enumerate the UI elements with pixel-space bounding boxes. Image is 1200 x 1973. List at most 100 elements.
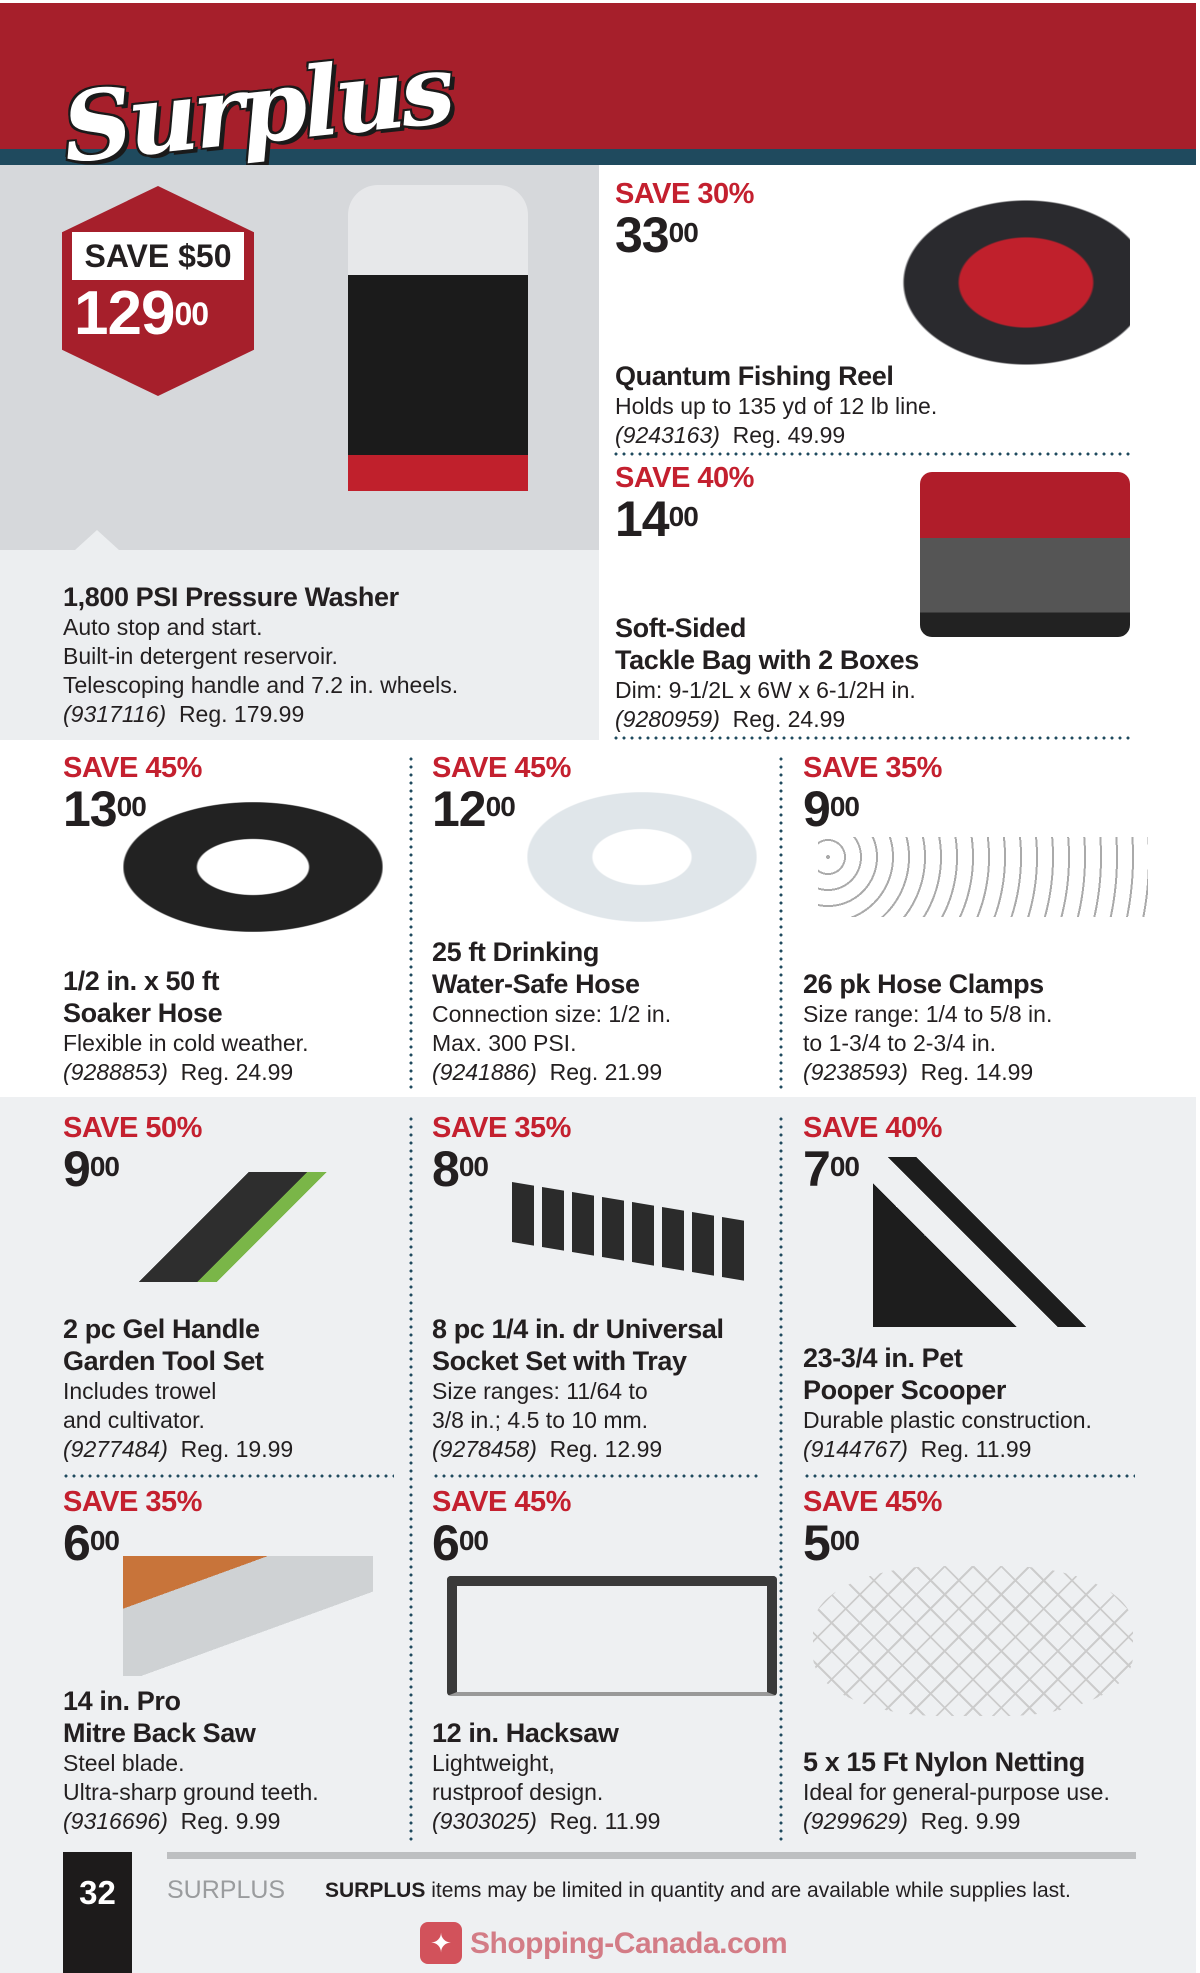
product-title: Quantum Fishing Reel — [615, 361, 894, 391]
product-description: Ideal for general-purpose use. — [803, 1779, 1110, 1805]
sale-price: 700 — [803, 1144, 1143, 1194]
sale-price: 800 — [432, 1144, 772, 1194]
product-sku-reg: (9316696) Reg. 9.99 — [63, 1807, 403, 1836]
product-hacksaw[interactable]: SAVE 45% 600 12 in. Hacksaw Lightweight, rus… — [432, 1486, 777, 1836]
sku: (9280959) — [615, 706, 720, 732]
product-nylon-netting[interactable]: SAVE 45% 500 5 x 15 Ft Nylon Netting Ideal … — [803, 1486, 1143, 1836]
product-info: 1/2 in. x 50 ft Soaker Hose Flexible in co… — [63, 965, 403, 1087]
product-title: Garden Tool Set — [63, 1346, 264, 1376]
pooper-scooper-image — [873, 1157, 1113, 1327]
product-info: 23-3/4 in. Pet Pooper Scooper Durable plas… — [803, 1342, 1143, 1464]
pressure-washer-image — [348, 185, 528, 545]
sale-price: 900 — [63, 1144, 403, 1194]
price-whole: 6 — [432, 1515, 460, 1571]
product-sku-reg: (9241886) Reg. 21.99 — [432, 1058, 772, 1087]
product-tackle-bag[interactable]: SAVE 40% 1400 Soft-Sided Tackle Bag with 2 … — [615, 462, 1135, 734]
product-description: Lightweight, — [432, 1750, 555, 1776]
product-sku-reg: (9303025) Reg. 11.99 — [432, 1807, 772, 1836]
footer-rule — [167, 1852, 1136, 1859]
product-description: Steel blade. — [63, 1750, 185, 1776]
product-title: 12 in. Hacksaw — [432, 1718, 619, 1748]
product-hose-clamps[interactable]: SAVE 35% 900 26 pk Hose Clamps Size range: … — [803, 752, 1148, 1087]
watermark-logo-icon: ✦ — [420, 1922, 462, 1964]
product-drinking-hose[interactable]: SAVE 45% 1200 25 ft Drinking Water-Safe Hos… — [432, 752, 772, 1087]
regular-price: Reg. 19.99 — [180, 1436, 294, 1462]
product-socket-set[interactable]: SAVE 35% 800 8 pc 1/4 in. dr Universal Sock… — [432, 1112, 772, 1464]
product-fishing-reel[interactable]: SAVE 30% 3300 Quantum Fishing Reel Holds up… — [615, 178, 1135, 450]
regular-price: Reg. 24.99 — [180, 1059, 294, 1085]
sale-price: 1200 — [432, 784, 772, 834]
divider — [779, 755, 783, 1090]
save-label: SAVE 45% — [432, 1486, 571, 1518]
badge-price: 12900 — [74, 283, 209, 345]
price-whole: 7 — [803, 1141, 831, 1197]
divider — [612, 736, 1134, 740]
sku: (9303025) — [432, 1808, 537, 1834]
price-whole: 5 — [803, 1515, 831, 1571]
product-sku-reg: (9144767) Reg. 11.99 — [803, 1435, 1143, 1464]
product-info: 14 in. Pro Mitre Back Saw Steel blade. Ultr… — [63, 1685, 403, 1836]
product-pressure-washer[interactable]: 1,800 PSI Pressure Washer Auto stop and s… — [63, 165, 603, 737]
product-description: Connection size: 1/2 in. — [432, 1001, 672, 1027]
price-cents: 00 — [668, 501, 699, 532]
badge-price-whole: 129 — [74, 279, 175, 348]
save-label: SAVE 30% — [615, 178, 754, 210]
product-garden-tool-set[interactable]: SAVE 50% 900 2 pc Gel Handle Garden Tool Se… — [63, 1112, 403, 1464]
price-cents: 00 — [89, 1525, 120, 1556]
sku: (9277484) — [63, 1436, 168, 1462]
footer-note: SURPLUS items may be limited in quantity… — [325, 1879, 1071, 1903]
product-info: 2 pc Gel Handle Garden Tool Set Includes t… — [63, 1313, 403, 1464]
product-pooper-scooper[interactable]: SAVE 40% 700 23-3/4 in. Pet Pooper Scooper D… — [803, 1112, 1143, 1464]
mitre-saw-image — [123, 1556, 373, 1676]
product-description: Built-in detergent reservoir. — [63, 643, 338, 669]
sale-price: 1300 — [63, 784, 403, 834]
drinking-hose-image — [527, 792, 757, 922]
product-title: Water-Safe Hose — [432, 969, 640, 999]
regular-price: Reg. 179.99 — [178, 701, 305, 727]
regular-price: Reg. 11.99 — [920, 1436, 1032, 1462]
footer-section-label: SURPLUS — [167, 1876, 286, 1904]
product-description: Auto stop and start. — [63, 614, 263, 640]
save-label: SAVE 45% — [63, 752, 202, 784]
price-badge — [62, 186, 254, 396]
product-title: 8 pc 1/4 in. dr Universal — [432, 1314, 724, 1344]
product-description: to 1-3/4 to 2-3/4 in. — [803, 1030, 997, 1056]
product-sku-reg: (9280959) Reg. 24.99 — [615, 705, 1135, 734]
price-cents: 00 — [89, 1151, 120, 1182]
regular-price: Reg. 12.99 — [549, 1436, 663, 1462]
product-description: rustproof design. — [432, 1779, 604, 1805]
price-cents: 00 — [668, 217, 699, 248]
hero-notch — [75, 530, 119, 550]
product-title: Tackle Bag with 2 Boxes — [615, 645, 919, 675]
header-stripe — [0, 149, 1196, 165]
tackle-bag-image — [920, 472, 1130, 637]
product-title: Socket Set with Tray — [432, 1346, 687, 1376]
product-title: Soaker Hose — [63, 998, 223, 1028]
price-whole: 14 — [615, 491, 670, 547]
product-title: Soft-Sided — [615, 613, 746, 643]
fishing-reel-image — [870, 178, 1130, 368]
product-info: 26 pk Hose Clamps Size range: 1/4 to 5/8 … — [803, 968, 1143, 1087]
product-info: Quantum Fishing Reel Holds up to 135 yd o… — [615, 360, 1135, 450]
price-whole: 12 — [432, 781, 487, 837]
product-mitre-saw[interactable]: SAVE 35% 600 14 in. Pro Mitre Back Saw Steel… — [63, 1486, 403, 1836]
product-title: 23-3/4 in. Pet — [803, 1343, 963, 1373]
product-info: Soft-Sided Tackle Bag with 2 Boxes Dim: 9-… — [615, 612, 1135, 734]
price-cents: 00 — [485, 791, 516, 822]
product-description: Size ranges: 11/64 to — [432, 1378, 648, 1404]
sku: (9241886) — [432, 1059, 537, 1085]
product-description: Size range: 1/4 to 5/8 in. — [803, 1001, 1053, 1027]
product-info: 5 x 15 Ft Nylon Netting Ideal for general… — [803, 1746, 1143, 1836]
sale-price: 3300 — [615, 210, 1135, 260]
product-description: Holds up to 135 yd of 12 lb line. — [615, 393, 938, 419]
product-soaker-hose[interactable]: SAVE 45% 1300 1/2 in. x 50 ft Soaker Hose Fl… — [63, 752, 403, 1087]
product-title: 1/2 in. x 50 ft — [63, 966, 220, 996]
product-sku-reg: (9278458) Reg. 12.99 — [432, 1435, 772, 1464]
save-label: SAVE 45% — [432, 752, 571, 784]
save-label: SAVE 35% — [803, 752, 942, 784]
product-title: Pooper Scooper — [803, 1375, 1006, 1405]
socket-set-image — [512, 1182, 752, 1282]
product-description: Durable plastic construction. — [803, 1407, 1092, 1433]
regular-price: Reg. 49.99 — [732, 422, 846, 448]
sale-price: 600 — [432, 1518, 772, 1568]
